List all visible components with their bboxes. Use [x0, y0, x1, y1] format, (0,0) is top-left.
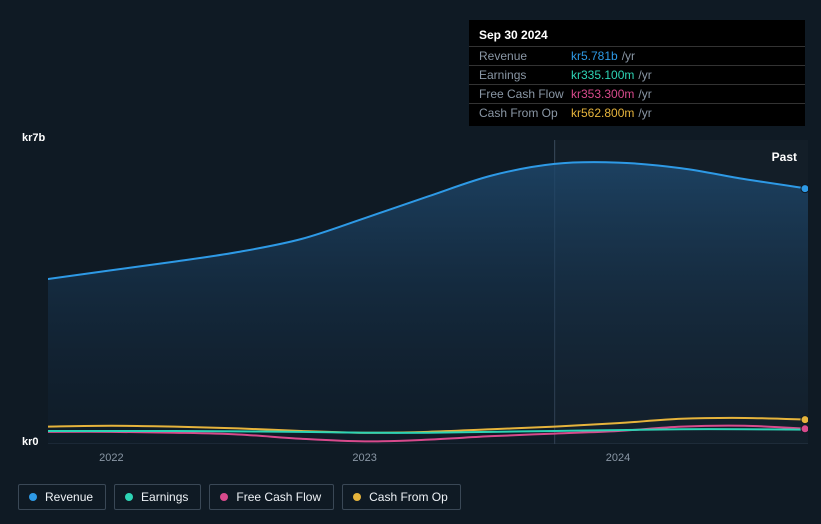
x-axis-label: 2022 — [99, 452, 123, 464]
tooltip-metric-label: Earnings — [479, 68, 571, 82]
series-area-revenue — [48, 162, 808, 444]
tooltip-metric-suffix: /yr — [622, 49, 635, 63]
tooltip-metric-label: Revenue — [479, 49, 571, 63]
tooltip-metric-value: kr5.781b — [571, 49, 618, 63]
y-axis-label: kr0 — [22, 436, 39, 448]
tooltip-metric-suffix: /yr — [638, 87, 651, 101]
legend-item-revenue[interactable]: Revenue — [18, 484, 106, 510]
legend-swatch-icon — [353, 493, 361, 501]
legend-swatch-icon — [220, 493, 228, 501]
financial-chart: Sep 30 2024 Revenuekr5.781b/yrEarningskr… — [0, 0, 821, 524]
legend-label: Cash From Op — [369, 490, 448, 504]
legend-swatch-icon — [125, 493, 133, 501]
tooltip-row: Revenuekr5.781b/yr — [469, 47, 805, 66]
chart-tooltip: Sep 30 2024 Revenuekr5.781b/yrEarningskr… — [469, 20, 805, 126]
tooltip-date: Sep 30 2024 — [469, 24, 805, 47]
legend-label: Free Cash Flow — [236, 490, 321, 504]
tooltip-metric-suffix: /yr — [638, 106, 651, 120]
chart-legend: Revenue Earnings Free Cash Flow Cash From O… — [18, 484, 461, 510]
tooltip-row: Earningskr335.100m/yr — [469, 66, 805, 85]
legend-label: Earnings — [141, 490, 188, 504]
y-axis-label: kr7b — [22, 132, 45, 144]
legend-swatch-icon — [29, 493, 37, 501]
tooltip-metric-label: Cash From Op — [479, 106, 571, 120]
chart-plot[interactable] — [48, 140, 808, 444]
x-axis-label: 2024 — [606, 452, 630, 464]
tooltip-metric-value: kr562.800m — [571, 106, 634, 120]
tooltip-metric-value: kr335.100m — [571, 68, 634, 82]
tooltip-metric-value: kr353.300m — [571, 87, 634, 101]
legend-item-free_cash_flow[interactable]: Free Cash Flow — [209, 484, 334, 510]
x-axis-label: 2023 — [352, 452, 376, 464]
legend-item-cash_from_op[interactable]: Cash From Op — [342, 484, 461, 510]
end-marker-revenue — [801, 185, 808, 193]
tooltip-metric-label: Free Cash Flow — [479, 87, 571, 101]
tooltip-row: Free Cash Flowkr353.300m/yr — [469, 85, 805, 104]
end-marker-cash_from_op — [801, 416, 808, 424]
legend-item-earnings[interactable]: Earnings — [114, 484, 201, 510]
tooltip-metric-suffix: /yr — [638, 68, 651, 82]
end-marker-free_cash_flow — [801, 425, 808, 433]
tooltip-row: Cash From Opkr562.800m/yr — [469, 104, 805, 122]
legend-label: Revenue — [45, 490, 93, 504]
